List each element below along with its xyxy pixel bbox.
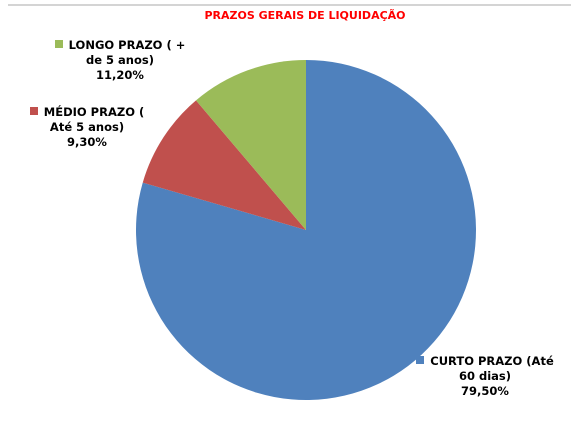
pie-slice: [136, 60, 477, 401]
label-category: LONGO PRAZO ( + de 5 anos): [50, 38, 190, 68]
legend-swatch: [29, 107, 38, 115]
value-label: 79,50%: [461, 384, 509, 398]
data-label: CURTO PRAZO (Até 60 dias) 79,50%: [415, 354, 555, 399]
label-category: MÉDIO PRAZO ( Até 5 anos): [22, 105, 152, 135]
data-label: MÉDIO PRAZO ( Até 5 anos) 9,30%: [22, 105, 152, 150]
legend-swatch: [54, 40, 63, 48]
label-category: CURTO PRAZO (Até 60 dias): [415, 354, 555, 384]
category-label: MÉDIO PRAZO ( Até 5 anos): [43, 105, 145, 134]
pie-slice: [142, 100, 306, 231]
data-label: LONGO PRAZO ( + de 5 anos) 11,20%: [50, 38, 190, 83]
value-label: 9,30%: [67, 135, 107, 149]
category-label: LONGO PRAZO ( + de 5 anos): [68, 38, 186, 67]
value-label: 11,20%: [96, 68, 144, 82]
pie-slice: [196, 60, 306, 230]
chart-title: PRAZOS GERAIS DE LIQUIDAÇÃO: [204, 9, 405, 22]
legend-swatch: [416, 356, 425, 364]
category-label: CURTO PRAZO (Até 60 dias): [430, 354, 554, 383]
